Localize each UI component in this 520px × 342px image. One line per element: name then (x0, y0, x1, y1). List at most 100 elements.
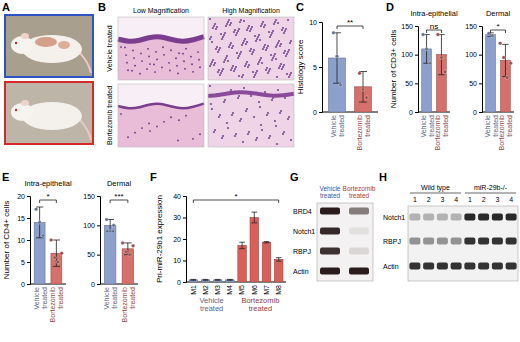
mouse-ear (21, 33, 29, 39)
y-axis: 050100150 (401, 23, 418, 116)
row-label: Notch1 (293, 228, 315, 235)
error-bar (36, 207, 43, 238)
y-tick: 0 (409, 109, 418, 116)
cell (251, 26, 253, 28)
cell (274, 120, 276, 122)
cell (279, 65, 281, 67)
y-tick-mark (27, 240, 30, 241)
y-tick: 20 (17, 193, 30, 200)
image-frame (118, 84, 204, 147)
text-line: Bortezomib (343, 185, 376, 192)
y-axis: 010203040 (173, 193, 186, 286)
image-background (208, 17, 294, 80)
cell (250, 48, 252, 50)
cell (249, 50, 251, 52)
cell (237, 97, 239, 99)
cell (283, 32, 285, 34)
row-label: Vehicle treated (106, 25, 113, 71)
x-tick-label: M1 (190, 285, 197, 295)
dermis (118, 104, 204, 147)
cell (266, 114, 268, 116)
cell (156, 59, 158, 61)
cell (224, 32, 226, 34)
blot-band (478, 263, 489, 270)
y-tick-label: 0 (473, 109, 477, 116)
chart-title: Intra-epithelial (24, 179, 71, 188)
cell (277, 22, 279, 24)
mouse-ear (21, 100, 29, 106)
y-tick-mark (97, 255, 100, 256)
y-tick-label: 0 (409, 109, 413, 116)
cell (288, 49, 290, 51)
row-label: RBPJ (293, 248, 311, 255)
cell (154, 71, 156, 73)
cell (250, 28, 252, 30)
y-tick: 15 (17, 215, 30, 222)
y-axis-title: Pri-miR-29b1 expression (155, 195, 164, 283)
cell (235, 66, 237, 68)
blot-background (317, 203, 373, 281)
blot-band (437, 238, 448, 245)
cell (221, 38, 223, 40)
y-tick-mark (479, 83, 482, 84)
y-tick-label: 50 (87, 251, 95, 258)
cell (149, 63, 151, 65)
cell (255, 139, 257, 141)
cell (267, 112, 269, 114)
cell (120, 46, 122, 48)
cell (225, 57, 227, 59)
panel-label: C (296, 1, 304, 13)
lane-number: 3 (495, 196, 499, 203)
blot-band (451, 263, 462, 270)
x-tick-label: Vehicletreated (330, 115, 345, 138)
cell (268, 137, 270, 139)
y-tick-label: 20 (173, 236, 181, 243)
marks (486, 32, 513, 112)
cell (192, 138, 194, 140)
cell (239, 53, 241, 55)
cell (274, 21, 276, 23)
cell (272, 30, 274, 32)
cell (236, 32, 238, 34)
y-tick: 50 (87, 251, 100, 258)
blot-band (492, 214, 503, 221)
cell (280, 110, 282, 112)
cell (237, 57, 239, 59)
cell (268, 31, 270, 33)
mouse-photo (5, 82, 93, 144)
image-frame (118, 17, 204, 80)
cell (281, 29, 283, 31)
data-point (53, 256, 57, 260)
text-line: Bortezomib (49, 287, 56, 323)
data-point (332, 31, 336, 35)
error-bar (190, 279, 196, 281)
text-line: treated (41, 287, 48, 309)
y-tick: 0 (21, 281, 30, 288)
y-tick-mark (479, 55, 482, 56)
cell (235, 34, 237, 36)
cell (284, 97, 286, 99)
y-tick-label: 0 (91, 281, 95, 288)
blot-band (409, 238, 420, 245)
bar (201, 280, 210, 282)
skin-lesion (35, 37, 57, 47)
cell (190, 56, 192, 58)
column-header: Low Magnification (133, 7, 189, 15)
y-tick-label: 10 (17, 237, 25, 244)
chart: 050100150DermalVehicletreatedBortezomibt… (465, 9, 514, 150)
cell (241, 76, 243, 78)
chart: 010203040Pri-miR-29b1 expressionM1M2M3M4… (155, 192, 286, 313)
dermis (118, 37, 204, 80)
text-line: treated (200, 304, 223, 313)
cell (170, 116, 172, 118)
cell (185, 48, 187, 50)
blot-band (451, 238, 462, 245)
cell (231, 47, 233, 49)
mouse-tail (80, 53, 91, 73)
y-axis-title: Number of CD3+ cells (389, 30, 398, 108)
photo-frame (5, 15, 93, 77)
cell (268, 70, 270, 72)
cell (124, 47, 126, 49)
blot-band (437, 263, 448, 270)
cell (247, 133, 249, 135)
